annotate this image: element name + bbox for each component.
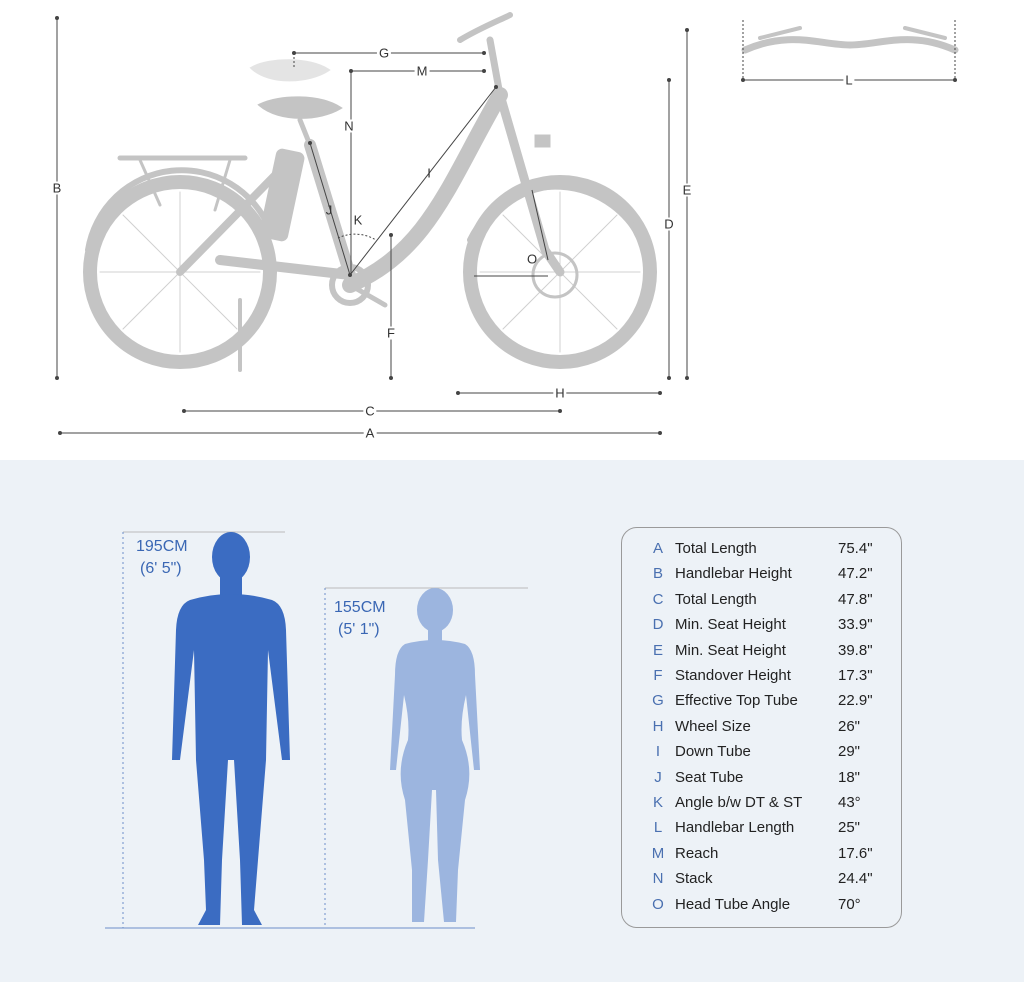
spec-value: 43° [838,794,861,811]
dim-label-m: M [414,63,430,79]
spec-row: M Reach 17.6" [622,845,901,867]
spec-label: Head Tube Angle [675,895,791,913]
spec-row: G Effective Top Tube 22.9" [622,692,901,714]
spec-value: 17.6" [838,844,873,862]
dim-label-n: N [342,118,356,134]
man-height-cm: 195CM [136,538,188,555]
bike-illustration [55,12,959,435]
rear-wheel [83,175,277,369]
spec-row: C Total Length 47.8" [622,591,901,613]
spec-letter: D [652,616,664,634]
spec-label: Seat Tube [675,768,744,786]
spec-label: Total Length [675,590,757,608]
spec-label: Min. Seat Height [675,641,786,659]
spec-value: 39.8" [838,641,873,659]
spec-row: E Min. Seat Height 39.8" [622,642,901,664]
spec-letter: L [653,819,663,837]
dim-label-o: O [526,251,538,267]
spec-letter: I [655,743,661,761]
spec-value: 24.4" [838,870,873,888]
spec-value: 47.8" [838,590,873,608]
spec-row: O Head Tube Angle 70° [622,896,901,918]
spec-letter: B [652,565,663,583]
dim-label-i: I [427,165,431,181]
spec-label: Reach [675,844,719,862]
spec-row: K Angle b/w DT & ST 43° [622,794,901,816]
spec-letter: C [652,590,664,608]
dim-label-j: J [325,202,333,218]
spec-value: 22.9" [838,692,873,710]
spec-row: I Down Tube 29" [622,743,901,765]
spec-letter: J [654,768,662,786]
dim-label-c: C [363,403,377,419]
dim-label-a: A [363,425,377,441]
spec-row: J Seat Tube 18" [622,769,901,791]
spec-row: H Wheel Size 26" [622,718,901,740]
spec-row: B Handlebar Height 47.2" [622,565,901,587]
woman-height-cm: 155CM [334,599,386,616]
spec-value: 18" [838,768,861,786]
height-comparison [105,531,528,929]
spec-row: F Standover Height 17.3" [622,667,901,689]
spec-letter: H [652,717,664,735]
man-height-label: 195CM (6' 5") [136,536,188,580]
woman-height-label: 155CM (5' 1") [334,597,386,641]
spec-letter: O [652,895,664,913]
spec-label: Min. Seat Height [675,616,786,634]
dim-label-e: E [680,182,694,198]
spec-label: Effective Top Tube [675,692,798,710]
spec-label: Angle b/w DT & ST [675,794,803,811]
spec-letter: A [652,540,663,557]
spec-value: 75.4" [838,540,873,557]
dim-label-b: B [50,180,64,196]
spec-row: D Min. Seat Height 33.9" [622,616,901,638]
spec-label: Stack [675,870,713,888]
man-silhouette [172,532,290,925]
spec-label: Total Length [675,540,757,557]
spec-letter: N [652,870,664,888]
spec-label: Wheel Size [675,717,751,735]
spec-label: Standover Height [675,667,791,684]
spec-value: 17.3" [838,667,873,684]
man-height-ft: (6' 5") [140,560,182,577]
dim-label-f: F [385,325,397,341]
woman-height-ft: (5' 1") [338,621,380,638]
spec-row: A Total Length 75.4" [622,540,901,562]
dim-label-h: H [553,385,567,401]
spec-label: Down Tube [675,743,751,761]
dim-label-l: L [843,72,855,88]
spec-value: 70° [838,895,861,913]
spec-label: Handlebar Height [675,565,792,583]
spec-value: 29" [838,743,861,761]
dim-label-d: D [662,216,676,232]
size-chart-panel: 195CM (6' 5") 155CM (5' 1") [0,460,1024,982]
handlebar-illustration [741,26,959,54]
woman-silhouette [390,588,480,922]
dimension-lines [56,18,956,434]
spec-label: Handlebar Length [675,819,795,837]
spec-letter: E [652,641,663,659]
spec-letter: F [653,667,663,684]
spec-letter: K [652,794,663,811]
spec-value: 25" [838,819,861,837]
spec-row: L Handlebar Length 25" [622,819,901,841]
spec-value: 33.9" [838,616,873,634]
spec-value: 26" [838,717,861,735]
spec-table: A Total Length 75.4" B Handlebar Height 47.2"… [621,527,902,928]
spec-row: N Stack 24.4" [622,870,901,892]
bike-geometry-diagram: A B C D E F G H I J K L M N O [0,0,1024,460]
spec-letter: M [651,844,665,862]
front-wheel [463,175,657,369]
dim-label-g: G [376,45,392,61]
dim-label-k: K [353,212,363,228]
spec-value: 47.2" [838,565,873,583]
spec-letter: G [652,692,664,710]
